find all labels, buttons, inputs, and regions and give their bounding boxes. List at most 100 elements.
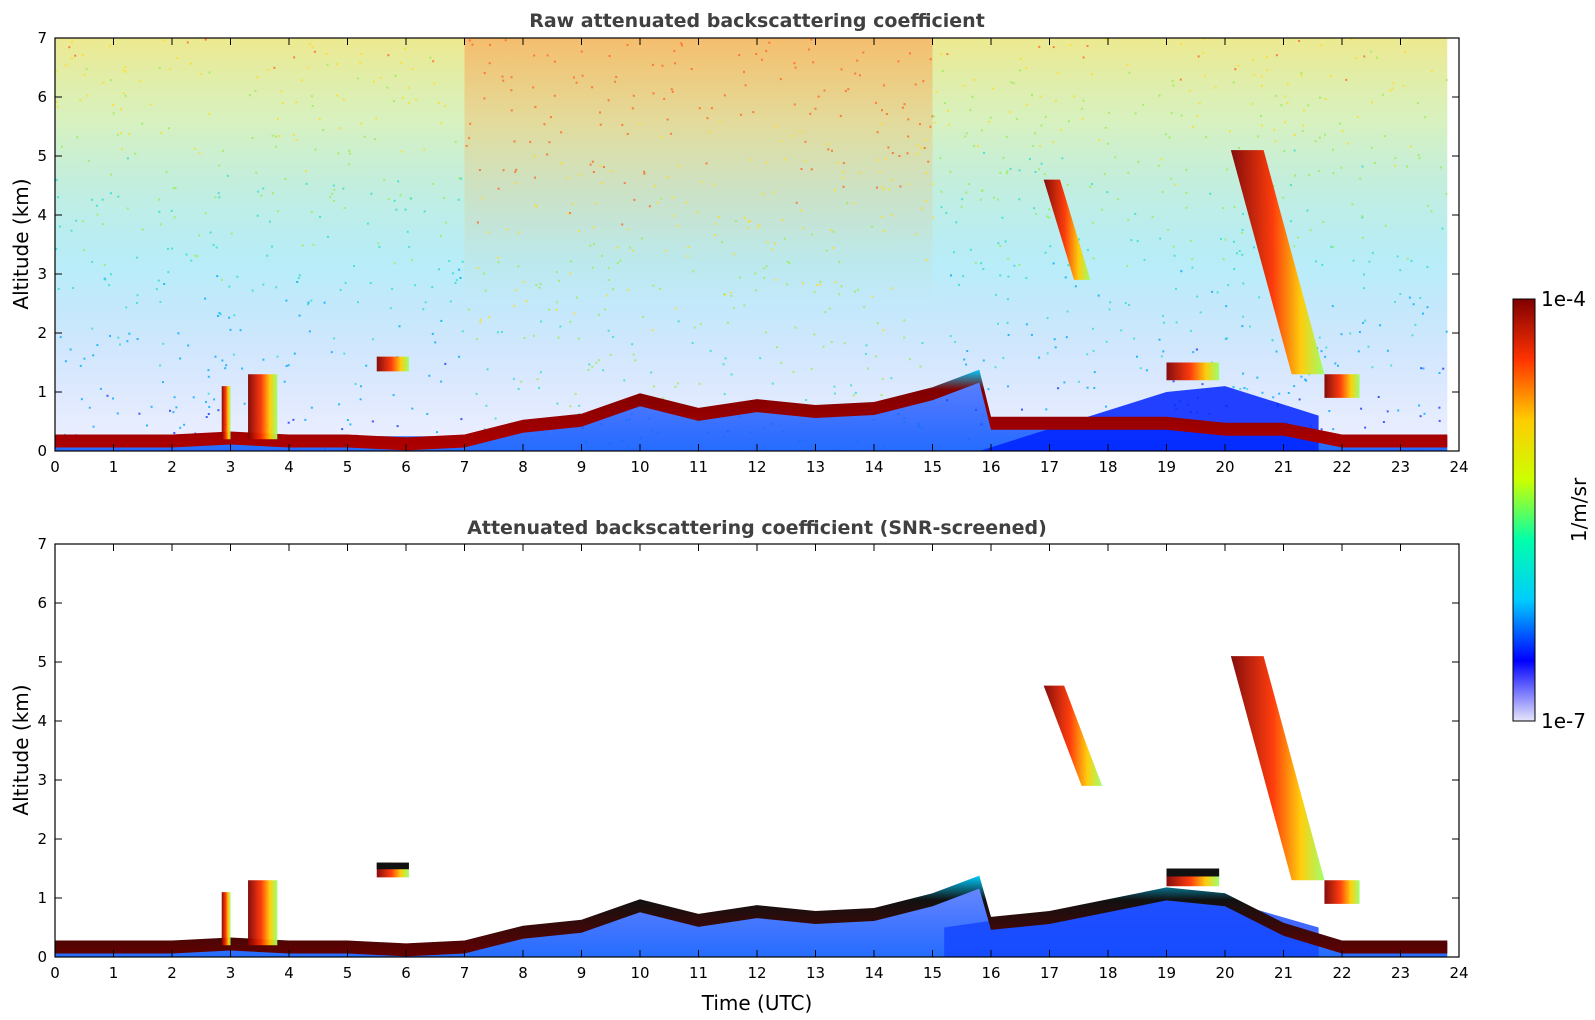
x-tick-label: 17	[1040, 458, 1059, 476]
colorbar-max-label: 1e-4	[1541, 287, 1586, 311]
colorbar: 1e-4 1e-7 1/m/sr	[1512, 287, 1591, 733]
y-axis-label: Altitude (km)	[9, 684, 33, 815]
cloud-feature	[1230, 656, 1325, 881]
x-tick-label: 11	[689, 964, 708, 982]
x-tick-label: 7	[460, 458, 470, 476]
y-tick-label: 7	[37, 535, 47, 553]
x-tick-label: 16	[981, 458, 1000, 476]
y-tick-label: 2	[37, 324, 47, 342]
x-tick-label: 6	[401, 458, 411, 476]
x-tick-label: 24	[1449, 964, 1468, 982]
x-tick-label: 4	[284, 458, 294, 476]
panel-title: Raw attenuated backscattering coefficien…	[529, 10, 985, 32]
y-tick-label: 1	[37, 383, 47, 401]
cloud-feature	[221, 386, 231, 440]
colorbar-unit-label: 1/m/sr	[1567, 477, 1591, 542]
cloud-feature	[248, 880, 278, 946]
y-tick-label: 6	[37, 594, 47, 612]
x-tick-label: 14	[864, 964, 883, 982]
x-tick-label: 3	[226, 964, 236, 982]
daylight-noise	[464, 38, 933, 304]
x-axis: 0 1 2 3 4 5 6 7 8 9 10 11 12 13 14 15 16 17 18 19 20 21 22 23 24	[50, 38, 1469, 476]
x-axis: 0 1 2 3 4 5 6 7 8 9 10 11 12 13 14 15 16 17 18 19 20 21 22 23 24	[50, 544, 1469, 982]
cloud-feature	[1324, 880, 1360, 904]
plot-background	[55, 544, 1459, 957]
heatmap-layers	[55, 38, 1448, 451]
cloud-feature	[1324, 374, 1360, 398]
x-tick-label: 5	[343, 458, 353, 476]
x-tick-label: 0	[50, 964, 60, 982]
x-tick-label: 15	[923, 964, 942, 982]
x-tick-label: 8	[518, 964, 528, 982]
boundary-layer-top	[55, 369, 1448, 451]
evening-aerosol	[944, 892, 1319, 957]
x-tick-label: 24	[1449, 458, 1468, 476]
x-tick-label: 17	[1040, 964, 1059, 982]
panel-title: Attenuated backscattering coefficient (S…	[467, 517, 1047, 539]
x-tick-label: 22	[1332, 458, 1351, 476]
y-tick-label: 2	[37, 830, 47, 848]
x-axis-label: Time (UTC)	[701, 991, 813, 1015]
y-axis: 0 1 2 3 4 5 6 7	[37, 29, 1459, 460]
x-tick-label: 15	[923, 458, 942, 476]
colorbar-min-label: 1e-7	[1541, 709, 1586, 733]
cloud-top-saturation	[1166, 868, 1220, 877]
y-tick-label: 0	[37, 948, 47, 966]
x-tick-label: 0	[50, 458, 60, 476]
x-tick-label: 18	[1098, 458, 1117, 476]
x-tick-label: 8	[518, 458, 528, 476]
cloud-feature	[1166, 362, 1220, 381]
x-tick-label: 21	[1274, 458, 1293, 476]
x-tick-label: 20	[1215, 458, 1234, 476]
x-tick-label: 1	[109, 458, 119, 476]
x-tick-label: 16	[981, 964, 1000, 982]
x-tick-label: 12	[747, 964, 766, 982]
x-tick-label: 11	[689, 458, 708, 476]
x-tick-label: 3	[226, 458, 236, 476]
cloud-feature	[1230, 150, 1325, 375]
x-tick-label: 2	[167, 458, 177, 476]
x-tick-label: 10	[630, 458, 649, 476]
y-tick-label: 4	[37, 206, 47, 224]
noise-speckle	[55, 38, 1448, 451]
cloud-top-saturation	[376, 862, 409, 870]
x-tick-label: 20	[1215, 964, 1234, 982]
x-tick-label: 14	[864, 458, 883, 476]
y-tick-label: 5	[37, 653, 47, 671]
x-tick-label: 5	[343, 964, 353, 982]
x-tick-label: 19	[1157, 458, 1176, 476]
boundary-layer-top	[55, 875, 1448, 957]
cloud-feature	[1043, 685, 1103, 786]
cloud-feature	[1043, 179, 1091, 280]
cloud-feature	[248, 374, 278, 440]
y-tick-label: 6	[37, 88, 47, 106]
x-tick-label: 22	[1332, 964, 1351, 982]
raw-backscatter-panel: Raw attenuated backscattering coefficien…	[9, 10, 1469, 476]
y-tick-label: 3	[37, 265, 47, 283]
x-tick-label: 9	[577, 458, 587, 476]
x-tick-label: 6	[401, 964, 411, 982]
x-tick-label: 12	[747, 458, 766, 476]
cloud-feature	[221, 892, 231, 946]
x-tick-label: 13	[806, 458, 825, 476]
y-axis-label: Altitude (km)	[9, 178, 33, 309]
heatmap-layers	[55, 656, 1448, 957]
x-tick-label: 10	[630, 964, 649, 982]
y-tick-label: 5	[37, 147, 47, 165]
y-tick-label: 1	[37, 889, 47, 907]
cloud-feature	[376, 356, 409, 372]
x-tick-label: 23	[1391, 458, 1410, 476]
y-tick-label: 3	[37, 771, 47, 789]
x-tick-label: 9	[577, 964, 587, 982]
x-tick-label: 7	[460, 964, 470, 982]
colorbar-gradient	[1512, 298, 1536, 722]
y-tick-label: 0	[37, 442, 47, 460]
y-axis: 0 1 2 3 4 5 6 7	[37, 535, 1459, 966]
x-tick-label: 4	[284, 964, 294, 982]
x-tick-label: 23	[1391, 964, 1410, 982]
x-tick-label: 2	[167, 964, 177, 982]
x-tick-label: 13	[806, 964, 825, 982]
y-tick-label: 7	[37, 29, 47, 47]
x-tick-label: 18	[1098, 964, 1117, 982]
